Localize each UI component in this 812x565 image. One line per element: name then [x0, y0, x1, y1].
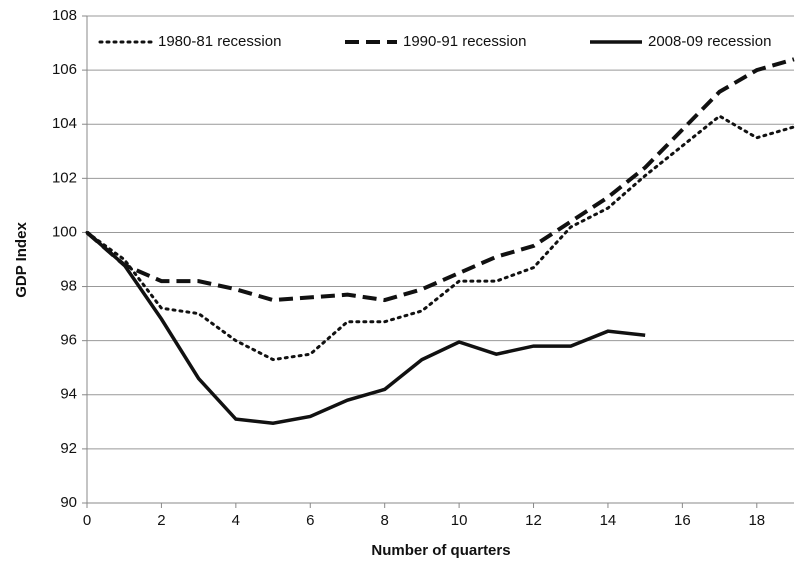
- series-line: [85, 57, 795, 303]
- y-tick-label: 90: [60, 494, 77, 511]
- x-tick-label: 14: [600, 512, 617, 529]
- x-tick-label: 8: [381, 512, 389, 529]
- y-tick-label: 102: [52, 169, 77, 186]
- x-tick-label: 10: [451, 512, 468, 529]
- y-tick-label: 96: [60, 332, 77, 349]
- y-tick-label: 104: [52, 115, 77, 132]
- x-tick-label: 0: [83, 512, 91, 529]
- x-axis-title: Number of quarters: [371, 542, 510, 559]
- x-tick-label: 16: [674, 512, 691, 529]
- y-tick-label: 108: [52, 7, 77, 24]
- y-tick-label: 92: [60, 440, 77, 457]
- legend-label: 1980-81 recession: [158, 33, 281, 50]
- x-tick-label: 12: [525, 512, 542, 529]
- series-line: [85, 231, 646, 425]
- x-tick-label: 6: [306, 512, 314, 529]
- series-line: [85, 114, 796, 362]
- legend-label: 1990-91 recession: [403, 33, 526, 50]
- legend-label: 2008-09 recession: [648, 33, 771, 50]
- x-tick-label: 18: [748, 512, 765, 529]
- x-tick-label: 2: [157, 512, 165, 529]
- y-tick-label: 98: [60, 278, 77, 295]
- y-tick-label: 94: [60, 386, 77, 403]
- y-tick-label: 100: [52, 223, 77, 240]
- x-tick-label: 4: [232, 512, 240, 529]
- y-axis-title: GDP Index: [13, 222, 30, 298]
- y-tick-label: 106: [52, 61, 77, 78]
